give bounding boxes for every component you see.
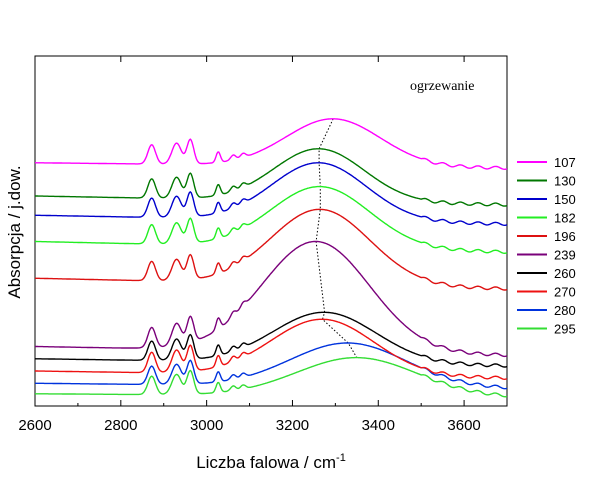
legend-label-182: 182 bbox=[554, 211, 576, 226]
y-axis-title: Absorpcja / j.dow. bbox=[5, 165, 24, 298]
x-axis: 2600 2800 3000 3200 3400 3600 bbox=[18, 56, 481, 434]
series-line-150 bbox=[34, 162, 508, 226]
x-axis-title: Liczba falowa / cm-1 bbox=[196, 452, 346, 472]
plot-frame bbox=[34, 55, 508, 407]
x-axis-title-main: Liczba falowa / cm bbox=[196, 453, 336, 472]
x-tick-label: 2800 bbox=[104, 417, 137, 434]
trend-line bbox=[315, 118, 358, 358]
legend-label-130: 130 bbox=[554, 174, 576, 189]
series-line-196 bbox=[34, 208, 508, 291]
series-line-107 bbox=[34, 118, 508, 170]
legend-label-260: 260 bbox=[554, 266, 576, 281]
series-line-130 bbox=[35, 148, 508, 207]
legend: 107 130 150 182 196 239 260 270 280 295 bbox=[517, 155, 576, 337]
series-line-260 bbox=[34, 311, 508, 368]
x-tick-label: 3200 bbox=[276, 417, 309, 434]
legend-label-280: 280 bbox=[554, 303, 576, 318]
series-line-239 bbox=[35, 240, 508, 358]
series-layer bbox=[34, 118, 508, 398]
legend-label-239: 239 bbox=[554, 248, 576, 263]
x-tick-label: 2600 bbox=[18, 417, 51, 434]
legend-label-150: 150 bbox=[554, 192, 576, 207]
legend-label-295: 295 bbox=[554, 322, 576, 337]
legend-label-107: 107 bbox=[554, 155, 576, 170]
series-line-182 bbox=[35, 185, 508, 255]
legend-label-270: 270 bbox=[554, 285, 576, 300]
annotation-ogrzewanie: ogrzewanie bbox=[410, 79, 475, 94]
x-axis-title-sup: -1 bbox=[336, 452, 346, 464]
series-line-270 bbox=[35, 318, 508, 381]
x-tick-label: 3000 bbox=[190, 417, 223, 434]
legend-label-196: 196 bbox=[554, 229, 576, 244]
x-tick-label: 3400 bbox=[362, 417, 395, 434]
series-line-295 bbox=[34, 356, 508, 398]
trend-dotted-line bbox=[315, 118, 358, 358]
x-tick-label: 3600 bbox=[447, 417, 480, 434]
